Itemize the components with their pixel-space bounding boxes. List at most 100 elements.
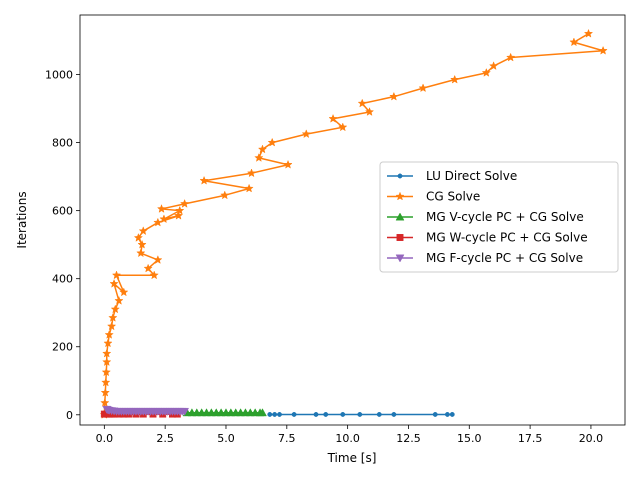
data-point — [179, 198, 190, 208]
legend-entry: CG Solve — [387, 190, 480, 204]
y-axis-label: Iterations — [15, 191, 29, 248]
series-4 — [102, 405, 190, 416]
data-point — [395, 212, 405, 221]
data-point — [104, 329, 114, 339]
data-point — [110, 304, 120, 314]
data-point — [136, 248, 146, 258]
data-point — [291, 412, 297, 417]
data-point — [395, 254, 405, 263]
y-tick-label: 600 — [52, 205, 73, 218]
legend-label: MG W-cycle PC + CG Solve — [426, 231, 588, 245]
data-point — [583, 28, 594, 38]
x-tick-label: 20.0 — [579, 432, 604, 445]
data-point — [254, 153, 264, 162]
data-point — [111, 270, 122, 280]
x-tick-label: 0.0 — [96, 432, 114, 445]
legend-entry: MG V-cycle PC + CG Solve — [387, 210, 584, 224]
data-point — [119, 287, 129, 297]
data-point — [257, 144, 268, 154]
data-point — [267, 412, 273, 417]
data-point — [444, 412, 450, 417]
data-point — [108, 312, 118, 322]
data-point — [109, 278, 119, 288]
data-point — [505, 52, 516, 62]
series-2 — [182, 408, 267, 417]
data-point — [143, 263, 153, 273]
data-point — [137, 239, 147, 249]
y-tick-label: 1000 — [45, 69, 73, 82]
data-point — [313, 412, 319, 417]
legend-label: LU Direct Solve — [426, 169, 517, 183]
data-point — [449, 412, 455, 417]
series-0 — [267, 412, 455, 417]
legend-frame — [379, 161, 619, 273]
y-tick-label: 400 — [52, 273, 73, 286]
data-point — [220, 190, 230, 200]
data-point — [244, 183, 254, 193]
legend-label: MG V-cycle PC + CG Solve — [426, 210, 584, 224]
data-point — [272, 412, 278, 417]
data-point — [138, 226, 148, 236]
data-point — [364, 107, 375, 116]
data-point — [153, 217, 163, 227]
data-point — [156, 204, 167, 213]
data-point — [199, 175, 209, 185]
data-point — [100, 387, 110, 397]
data-point — [338, 122, 348, 132]
data-point — [357, 98, 367, 108]
data-point — [283, 159, 293, 169]
y-axis-ticks: 0 200 400 600 800 1000 — [45, 69, 80, 422]
data-point — [101, 377, 111, 387]
legend-entry: MG W-cycle PC + CG Solve — [387, 231, 588, 245]
series-1 — [99, 28, 608, 419]
legend-entries: LU Direct Solve CG Solve MG V-cycle PC + C… — [387, 169, 588, 265]
data-point — [340, 412, 346, 417]
data-point — [391, 412, 397, 417]
legend-entry: LU Direct Solve — [387, 169, 517, 183]
data-point — [323, 412, 329, 417]
data-point — [102, 357, 112, 367]
data-point — [357, 412, 363, 417]
data-point — [103, 338, 113, 348]
x-tick-label: 15.0 — [457, 432, 482, 445]
data-point — [569, 37, 579, 47]
data-point — [598, 45, 608, 55]
data-point — [267, 137, 277, 147]
data-point — [246, 168, 257, 178]
data-point — [258, 408, 267, 417]
data-point — [481, 67, 491, 77]
series-layer — [99, 28, 608, 419]
data-point — [328, 113, 338, 123]
data-point — [432, 412, 438, 417]
data-point — [418, 83, 428, 93]
x-tick-label: 17.5 — [518, 432, 543, 445]
data-point — [488, 61, 499, 71]
y-tick-label: 0 — [66, 409, 73, 422]
data-point — [397, 173, 403, 179]
y-tick-label: 200 — [52, 341, 73, 354]
data-point — [159, 214, 169, 224]
x-axis-ticks: 0.0 2.5 5.0 7.5 10.0 12.5 15.0 17.5 20.0 — [96, 425, 604, 445]
legend: LU Direct Solve CG Solve MG V-cycle PC + C… — [379, 161, 619, 273]
x-tick-label: 10.0 — [335, 432, 360, 445]
data-point — [376, 412, 382, 417]
legend-label: CG Solve — [426, 190, 480, 204]
x-tick-label: 2.5 — [156, 432, 174, 445]
data-point — [114, 295, 124, 305]
x-tick-label: 12.5 — [396, 432, 421, 445]
legend-label: MG F-cycle PC + CG Solve — [426, 251, 583, 265]
axes-frame — [79, 14, 626, 426]
x-axis-label: Time [s] — [327, 451, 377, 465]
data-point — [173, 210, 184, 220]
legend-entry: MG F-cycle PC + CG Solve — [387, 251, 583, 265]
x-tick-label: 5.0 — [217, 432, 235, 445]
data-point — [396, 234, 404, 241]
data-point — [102, 348, 112, 358]
data-point — [100, 397, 110, 407]
data-point — [153, 255, 163, 264]
data-point — [133, 232, 144, 242]
x-tick-label: 7.5 — [278, 432, 296, 445]
data-point — [277, 412, 282, 417]
data-point — [175, 205, 185, 215]
